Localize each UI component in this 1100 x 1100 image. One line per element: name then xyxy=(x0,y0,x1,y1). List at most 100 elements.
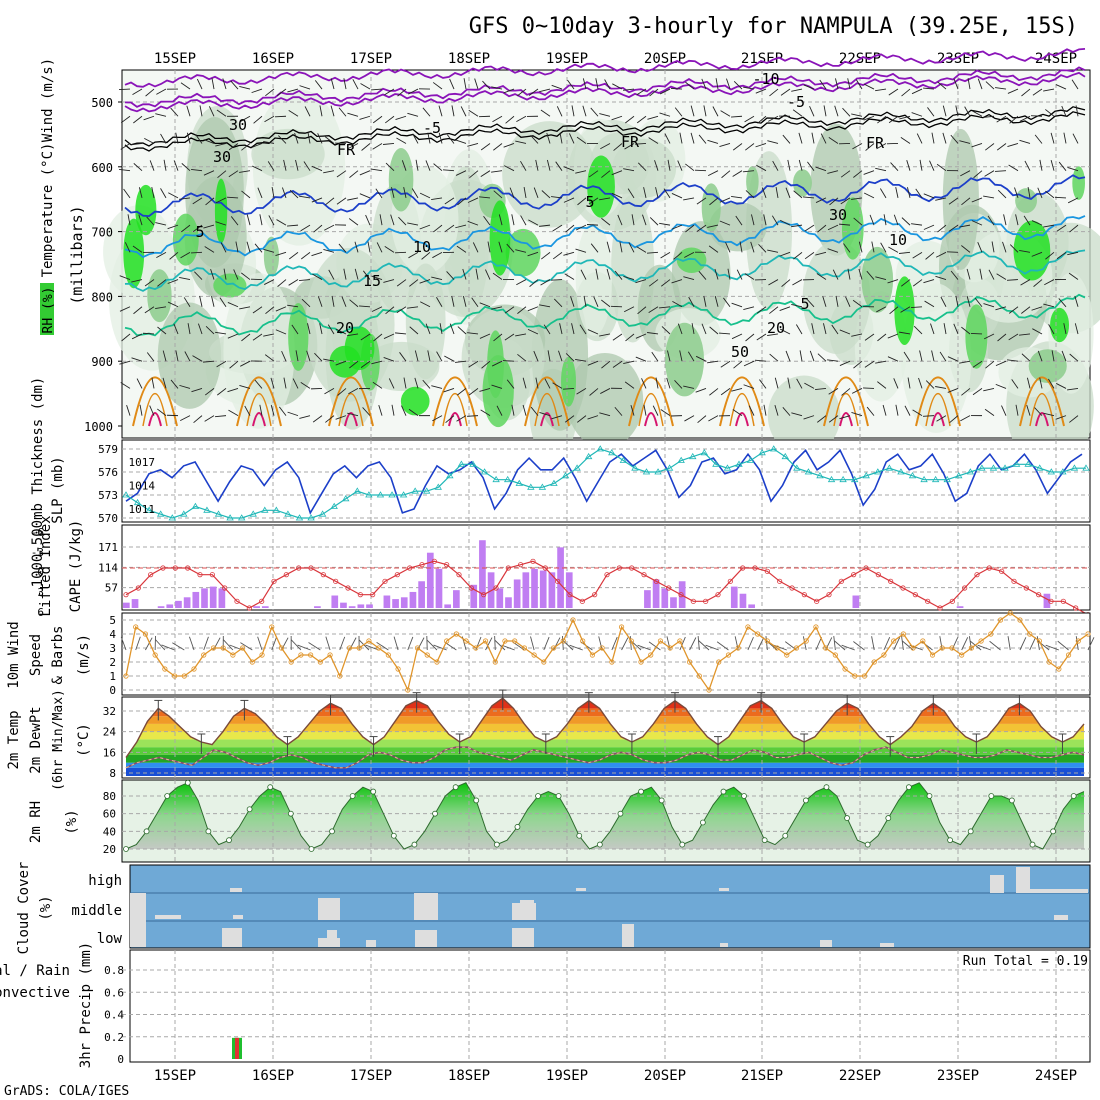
wind-barb xyxy=(544,378,551,389)
thickness-marker xyxy=(989,464,998,471)
wind-barb xyxy=(775,186,779,198)
li-marker xyxy=(296,565,302,571)
wind-barb xyxy=(840,170,851,178)
wind-barb xyxy=(679,132,683,144)
wind-barb xyxy=(348,218,359,226)
wind-barb xyxy=(755,88,767,94)
wind-barb xyxy=(756,306,767,314)
contour-label: -5 xyxy=(787,93,805,111)
wind-barb xyxy=(407,112,419,117)
wind10-marker xyxy=(1046,659,1052,665)
wind-barb xyxy=(966,296,971,307)
wind-barb xyxy=(144,306,155,314)
wind-barb xyxy=(124,242,131,253)
wind-barb xyxy=(427,350,431,362)
wind-barb xyxy=(527,328,539,335)
wind-barb xyxy=(472,242,479,253)
thickness-marker xyxy=(376,491,385,498)
wind-barb xyxy=(635,356,647,362)
wind-barb xyxy=(625,333,635,342)
wind-barb xyxy=(959,224,971,228)
wind-barb xyxy=(714,296,719,307)
wind10-marker xyxy=(453,631,459,637)
cape-bar xyxy=(1043,593,1051,608)
wind-barb xyxy=(569,133,575,144)
cape-axis-label: CAPE (J/kg) xyxy=(68,520,84,613)
wind-barb xyxy=(617,214,623,226)
wind-barb xyxy=(349,170,359,178)
wind-barb xyxy=(559,323,563,335)
wind-barb xyxy=(515,140,527,144)
wind-barb xyxy=(851,412,863,417)
wind-barb xyxy=(996,143,1007,151)
wind-barb xyxy=(186,132,191,144)
wind-barb xyxy=(278,406,287,416)
thickness-marker xyxy=(1070,464,1079,471)
thickness-marker xyxy=(850,475,859,483)
wind-barb xyxy=(324,136,335,144)
rh-shade xyxy=(157,302,222,409)
wind-barb xyxy=(491,384,503,389)
wind-barb xyxy=(162,377,167,389)
thickness-marker xyxy=(469,460,477,467)
thickness-marker xyxy=(515,479,523,486)
wind-barb xyxy=(883,214,887,226)
li-marker xyxy=(481,592,487,598)
wind-barb xyxy=(911,88,923,95)
pressure-tick: 600 xyxy=(91,161,113,175)
thickness-tick: 576 xyxy=(98,466,118,479)
wind-barb xyxy=(330,105,335,117)
rh-marker xyxy=(699,819,706,826)
wind-barb xyxy=(455,360,467,363)
cloud-block xyxy=(130,893,146,947)
wind-barb xyxy=(483,215,491,226)
li-marker xyxy=(801,592,807,598)
wind-barb xyxy=(391,404,395,416)
wind-barb xyxy=(673,251,683,260)
wind-barb xyxy=(347,112,359,117)
rh-marker xyxy=(143,828,150,835)
wind-barb xyxy=(438,105,443,117)
wind-barb xyxy=(337,388,347,396)
wind-barb xyxy=(840,197,851,205)
bottom-date-label: 20SEP xyxy=(644,1068,686,1084)
wind-barb xyxy=(240,360,251,367)
wind-barb xyxy=(1048,378,1055,389)
rh-marker xyxy=(617,810,624,817)
wind-barb xyxy=(866,406,875,416)
wind-barb xyxy=(546,132,551,144)
wind-barb xyxy=(1009,115,1019,124)
wind-barb xyxy=(922,415,935,417)
contour-label: 10 xyxy=(889,231,907,249)
wind-barb xyxy=(300,382,311,389)
wind-barb xyxy=(875,167,887,172)
wind-barb xyxy=(239,86,251,90)
wind-barb xyxy=(401,160,407,171)
cloud-block xyxy=(414,893,438,920)
li-marker xyxy=(197,572,203,578)
wind-barb xyxy=(216,388,227,396)
wind-barb xyxy=(323,248,335,253)
wind-barb xyxy=(118,88,131,91)
wind-barb xyxy=(535,377,539,389)
cape-tick: 114 xyxy=(98,561,118,574)
wind-barb xyxy=(541,190,551,199)
wind-barb xyxy=(751,214,755,226)
rh-shade xyxy=(251,128,325,180)
thickness-marker xyxy=(1047,468,1056,475)
wind-barb xyxy=(505,115,515,124)
li-marker xyxy=(468,585,474,591)
wind-barb xyxy=(291,324,299,335)
temp-tick: 8 xyxy=(109,767,116,780)
wind10-marker xyxy=(793,645,800,651)
contour-label: 50 xyxy=(731,343,749,361)
wind-barb xyxy=(691,323,695,335)
wind-barb xyxy=(227,387,239,393)
wind-barb xyxy=(180,251,191,259)
cape-bar xyxy=(218,588,226,608)
wind-barb xyxy=(551,196,563,199)
wind-barb xyxy=(550,279,563,281)
wind-barb xyxy=(563,251,575,256)
wind-barb xyxy=(829,197,839,206)
